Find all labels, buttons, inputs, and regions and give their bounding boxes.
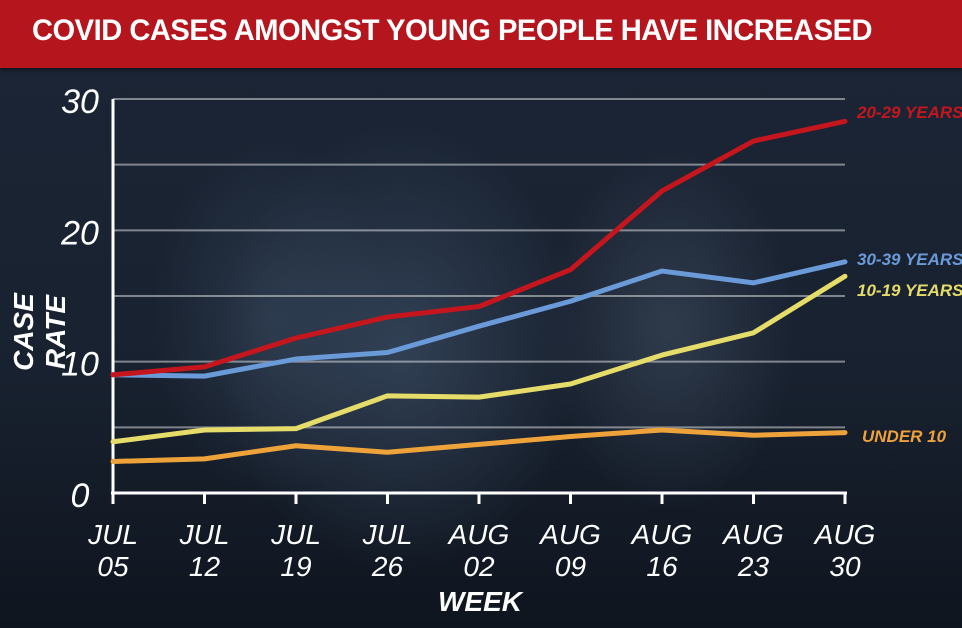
series-labels: 20-29 YEARS 30-39 YEARS 10-19 YEARS UNDER 1… [856,103,962,446]
axes [111,99,847,504]
title-bar: COVID CASES AMONGST YOUNG PEOPLE HAVE IN… [0,0,962,68]
x-tick-label-day: 23 [737,551,770,582]
y-tick-label: 0 [71,477,90,515]
series-label: 30-39 YEARS [857,250,962,269]
chart-title: COVID CASES AMONGST YOUNG PEOPLE HAVE IN… [32,14,873,47]
series-label: 20-29 YEARS [856,103,962,122]
series-label: 10-19 YEARS [857,281,962,300]
x-tick-label-day: 12 [189,551,221,582]
x-tick-label-month: AUG [721,519,784,550]
gridlines [113,98,845,429]
series-line [110,118,848,378]
x-tick-label-day: 16 [646,551,678,582]
y-axis-label: CASE RATE [8,293,71,371]
x-tick-label-month: JUL [87,519,138,550]
y-tick-label: 30 [61,83,99,121]
y-tick-label: 20 [60,214,99,252]
x-tick-label-month: AUG [447,519,510,550]
x-axis-label: WEEK [438,586,522,617]
x-tick-label-day: 30 [829,551,861,582]
y-tick-labels: 0 10 20 30 [60,83,99,515]
x-tick-label-month: JUL [362,519,413,550]
x-tick-label-month: JUL [179,519,230,550]
series-line [110,259,848,379]
series-line [110,427,848,464]
x-tick-label-month: AUG [630,519,693,550]
x-tick-label-day: 09 [555,551,586,582]
y-tick-label: 10 [61,346,99,384]
x-tick-label-month: AUG [538,519,601,550]
series-line [110,273,848,445]
x-tick-label-month: AUG [813,519,876,550]
series-label: UNDER 10 [862,427,947,446]
x-tick-labels: JUL05JUL12JUL19JUL26AUG02AUG09AUG16AUG23… [87,519,875,582]
x-tick-label-day: 02 [463,551,495,582]
x-tick-label-day: 26 [371,551,404,582]
background-photo [0,68,962,628]
x-tick-label-day: 19 [280,551,311,582]
x-tick-label-day: 05 [97,551,129,582]
series-lines [110,118,848,464]
x-tick-label-month: JUL [270,519,321,550]
